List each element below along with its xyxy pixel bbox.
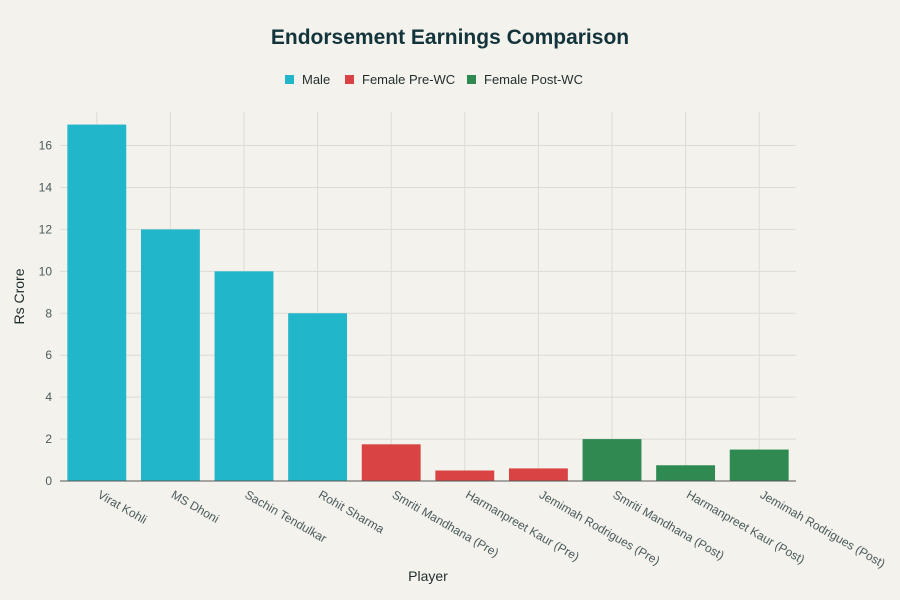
legend-label: Female Post-WC: [484, 72, 583, 87]
y-tick-label: 16: [39, 139, 53, 153]
y-tick-label: 8: [45, 306, 52, 320]
legend-swatch: [467, 75, 476, 84]
bar-sachin-tendulkar[interactable]: [214, 271, 274, 481]
chart-title: Endorsement Earnings Comparison: [271, 26, 629, 49]
y-axis-ticks: 0 2 4 6 8 10 12 14 16: [39, 139, 53, 488]
y-tick-label: 2: [45, 432, 52, 446]
legend-item-female-post-wc[interactable]: Female Post-WC: [467, 72, 583, 87]
x-axis-title: Player: [408, 568, 448, 584]
bar-smriti-mandhana-pre[interactable]: [361, 444, 421, 481]
legend-swatch: [345, 75, 354, 84]
x-tick-label: Harmanpreet Kaur (Post): [684, 487, 807, 566]
legend-item-female-pre-wc[interactable]: Female Pre-WC: [345, 72, 455, 87]
bar-jemimah-rodrigues-pre[interactable]: [508, 468, 568, 481]
x-tick-label: Jemimah Rodrigues (Post): [758, 487, 888, 570]
x-tick-label: Jemimah Rodrigues (Pre): [537, 487, 662, 567]
legend-item-male[interactable]: Male: [285, 72, 330, 87]
x-tick-label: Sachin Tendulkar: [243, 487, 330, 545]
x-axis-ticks: Virat Kohli MS Dhoni Sachin TendulkarRohit…: [95, 487, 887, 570]
bars: [67, 124, 789, 482]
legend-label: Male: [302, 72, 330, 87]
x-tick-label: Virat Kohli: [95, 487, 149, 526]
y-tick-label: 4: [45, 390, 52, 404]
y-axis-title: Rs Crore: [11, 268, 27, 324]
bar-rohit-sharma[interactable]: [288, 313, 348, 481]
legend-label: Female Pre-WC: [362, 72, 455, 87]
y-tick-label: 6: [45, 348, 52, 362]
x-tick-label: Rohit Sharma: [316, 487, 387, 536]
y-tick-label: 14: [39, 180, 53, 194]
x-tick-label: MS Dhoni: [169, 487, 222, 525]
y-tick-label: 10: [39, 264, 53, 278]
bar-smriti-mandhana-post[interactable]: [582, 439, 642, 481]
legend-swatch: [285, 75, 294, 84]
bar-jemimah-rodrigues-post[interactable]: [729, 449, 789, 481]
legend[interactable]: Male Female Pre-WC Female Post-WC: [285, 72, 583, 87]
bar-harmanpreet-kaur-post[interactable]: [656, 465, 716, 481]
bar-virat-kohli[interactable]: [67, 124, 127, 482]
bar-harmanpreet-kaur-pre[interactable]: [435, 470, 495, 481]
bar-ms-dhoni[interactable]: [140, 229, 200, 481]
y-tick-label: 0: [45, 474, 52, 488]
y-tick-label: 12: [39, 222, 53, 236]
